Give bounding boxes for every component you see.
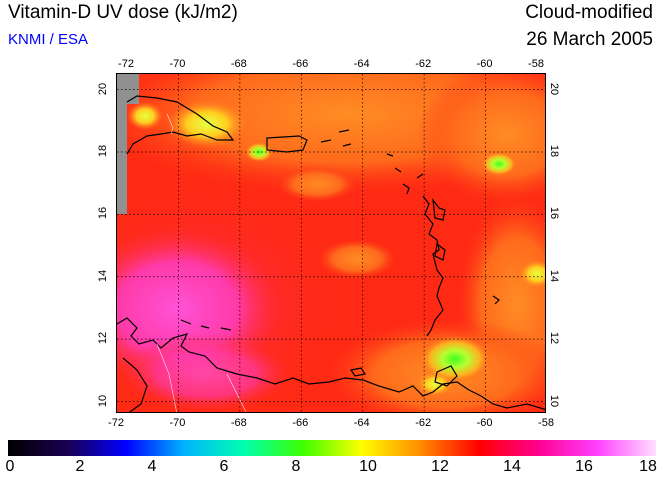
lon-tick-top: -72 bbox=[118, 58, 134, 70]
lon-tick-top: -60 bbox=[476, 58, 493, 70]
dose-blob-east-green bbox=[481, 152, 517, 176]
dose-blob-trinidad-yellow bbox=[417, 372, 453, 396]
dose-blob-pink-south bbox=[117, 334, 297, 412]
coast-virgin-islands bbox=[320, 129, 352, 147]
coast-puerto-rico bbox=[266, 135, 308, 153]
colorbar-tick-label: 0 bbox=[5, 458, 15, 475]
lat-tick-right: 12 bbox=[548, 332, 561, 345]
lon-tick-bottom: -62 bbox=[415, 417, 432, 429]
lon-tick-top: -64 bbox=[353, 58, 370, 70]
dose-blob-northeast-yellow bbox=[519, 260, 545, 288]
colorbar-tick-label: 8 bbox=[291, 458, 301, 475]
lat-tick-right: 18 bbox=[548, 144, 561, 158]
colorbar-tick-label: 10 bbox=[359, 458, 377, 475]
lon-tick-top: -62 bbox=[415, 58, 432, 70]
data-source-label: KNMI / ESA bbox=[8, 31, 89, 48]
map-title: Vitamin-D UV dose (kJ/m2) bbox=[8, 2, 238, 23]
coast-guadeloupe bbox=[432, 197, 446, 221]
colorbar-tick-label: 6 bbox=[219, 458, 229, 475]
political-borders bbox=[156, 113, 247, 412]
lon-tick-bottom: -64 bbox=[353, 417, 370, 429]
lon-tick-top: -66 bbox=[292, 58, 309, 70]
dose-blob-venezuela-green bbox=[419, 335, 491, 383]
lat-tick-left: 16 bbox=[97, 207, 110, 220]
coast-martinique bbox=[434, 242, 446, 261]
dose-blob-west-yellow bbox=[127, 102, 163, 130]
lon-tick-bottom: -68 bbox=[230, 417, 247, 429]
lon-tick-top: -68 bbox=[230, 58, 247, 70]
coast-abc-islands bbox=[180, 319, 232, 331]
colorbar-tick-label: 16 bbox=[575, 458, 593, 475]
coast-margarita bbox=[350, 367, 366, 377]
lon-tick-top: -58 bbox=[528, 58, 544, 70]
colorbar-tick-label: 14 bbox=[503, 458, 521, 475]
no-data-corner bbox=[117, 74, 139, 104]
lon-tick-bottom: -58 bbox=[538, 417, 554, 429]
lat-tick-left: 12 bbox=[97, 332, 110, 345]
lat-tick-left: 18 bbox=[97, 144, 110, 158]
lat-tick-left: 20 bbox=[97, 82, 110, 95]
lat-tick-right: 10 bbox=[548, 394, 561, 407]
no-data-strip bbox=[117, 74, 127, 214]
date-label: 26 March 2005 bbox=[526, 29, 653, 50]
lon-tick-bottom: -70 bbox=[169, 417, 186, 429]
lat-tick-left: 14 bbox=[97, 269, 110, 282]
lat-tick-right: 20 bbox=[548, 82, 561, 95]
dose-blob-mid-orange bbox=[277, 166, 357, 202]
lat-tick-right: 14 bbox=[548, 269, 561, 282]
product-type-label: Cloud-modified bbox=[525, 2, 653, 23]
coast-lesser-antilles bbox=[386, 153, 444, 337]
uv-dose-map bbox=[116, 73, 546, 413]
colorbar-tick-label: 2 bbox=[75, 458, 85, 475]
graticule bbox=[117, 74, 545, 412]
colorbar bbox=[8, 440, 656, 456]
dose-blob-pr-green bbox=[245, 142, 273, 162]
lon-tick-top: -70 bbox=[169, 58, 186, 70]
colorbar-tick-label: 12 bbox=[431, 458, 449, 475]
lon-tick-bottom: -66 bbox=[292, 417, 309, 429]
dose-blob-hispaniola-yellow bbox=[167, 100, 247, 148]
lon-tick-bottom: -60 bbox=[476, 417, 493, 429]
coast-hispaniola bbox=[126, 95, 235, 155]
lat-tick-right: 16 bbox=[548, 207, 561, 220]
lat-tick-left: 10 bbox=[97, 394, 110, 407]
coast-trinidad bbox=[434, 365, 458, 387]
colorbar-tick-label: 18 bbox=[639, 458, 657, 475]
coast-maracaibo bbox=[122, 357, 148, 412]
lon-tick-bottom: -72 bbox=[108, 417, 124, 429]
colorbar-tick-label: 4 bbox=[147, 458, 157, 475]
coast-barbados bbox=[492, 295, 500, 305]
